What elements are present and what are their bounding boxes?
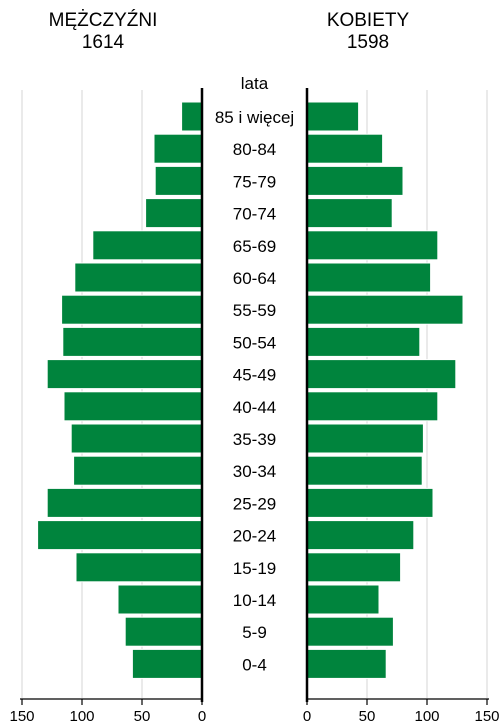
bar-male [63,391,203,422]
tick-label-right: 150 [474,708,499,723]
bar-male [181,101,203,132]
age-label: 35-39 [233,430,276,449]
bar-male [70,423,203,454]
bar-male [131,648,203,679]
male-header: MĘŻCZYŹNI 1614 [3,10,203,54]
bar-male [73,455,203,486]
male-total: 1614 [81,32,125,53]
age-label: 65-69 [233,237,276,256]
bar-male [154,165,203,196]
bar-female [306,326,421,357]
bar-female [306,165,404,196]
age-label: 85 i więcej [215,108,294,127]
bar-male [61,294,203,325]
bar-male [75,552,203,583]
bar-male [145,198,203,229]
female-header: KOBIETY 1598 [268,10,468,54]
bar-female [306,423,424,454]
bar-female [306,230,439,261]
age-label: 30-34 [233,462,276,481]
tick-label-right: 50 [359,708,376,723]
age-label: 15-19 [233,559,276,578]
bar-male [46,359,203,390]
bar-female [306,133,384,164]
bar-female [306,552,402,583]
tick-label-left: 0 [198,708,206,723]
male-title: MĘŻCZYŹNI [48,10,158,31]
bar-female [306,198,393,229]
age-header: lata [241,74,269,93]
bar-male [153,133,203,164]
bar-male [117,584,203,615]
bar-female [306,101,360,132]
age-label: 80-84 [233,140,276,159]
bar-female [306,294,464,325]
bar-female [306,262,432,293]
tick-label-left: 100 [69,708,94,723]
bar-male [124,616,203,647]
female-title: KOBIETY [326,10,410,31]
bar-female [306,648,387,679]
bar-female [306,520,415,551]
age-label: 75-79 [233,172,276,191]
age-label: 5-9 [242,623,267,642]
bar-female [306,616,394,647]
age-label: 55-59 [233,301,276,320]
age-label: 10-14 [233,591,276,610]
age-label: 60-64 [233,269,276,288]
bar-male [74,262,203,293]
tick-label-left: 150 [9,708,34,723]
bar-male [46,487,203,518]
age-label: 40-44 [233,398,276,417]
bar-female [306,359,457,390]
bar-male [62,326,203,357]
bar-female [306,455,423,486]
tick-label-left: 50 [134,708,151,723]
bar-female [306,391,439,422]
bar-female [306,584,380,615]
age-label: 0-4 [242,655,267,674]
age-label: 45-49 [233,366,276,385]
bar-male [92,230,203,261]
age-label: 25-29 [233,494,276,513]
age-label: 20-24 [233,527,276,546]
age-label: 70-74 [233,205,276,224]
bar-female [306,487,434,518]
tick-label-right: 0 [303,708,311,723]
bar-male [37,520,203,551]
tick-label-right: 100 [414,708,439,723]
age-label: 50-54 [233,333,276,352]
female-total: 1598 [346,32,390,53]
